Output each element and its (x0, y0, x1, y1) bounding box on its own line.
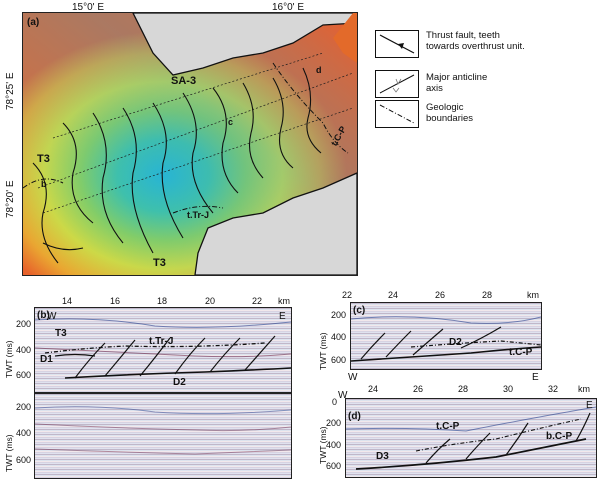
panel-c-interpretation (351, 316, 541, 362)
panel-a-label: (a) (27, 17, 40, 28)
c-ytick-600: 600 (331, 355, 347, 365)
panel-d-interpretation (346, 406, 596, 470)
c-xtick-26: 26 (435, 290, 446, 300)
c-label-tcp: t.C-P (509, 347, 533, 358)
legend-anticline-swatch (375, 70, 419, 98)
c-xtick-22: 22 (342, 290, 353, 300)
map-label-d: d (316, 65, 322, 75)
b-ytick-400: 400 (16, 345, 32, 355)
panel-d-label: (d) (348, 411, 361, 422)
panel-a-map: (a) SA-3 T3 T3 t.Tr-J t.C-P b c d (22, 12, 358, 276)
lon-label-16: 16°0' E (272, 2, 305, 13)
anticline-axis-icon (379, 74, 415, 94)
d-xtick-28: 28 (458, 384, 469, 394)
c-label-d2: D2 (449, 337, 462, 348)
b-y-label-top: TWT (ms) (4, 340, 14, 378)
c-ytick-200: 200 (331, 310, 347, 320)
panel-b-seismic-upper: (b) W E T3 t.Tr-J D1 D2 (34, 307, 292, 393)
panel-d-seismic: (d) t.C-P b.C-P D3 (345, 398, 597, 478)
c-w-label: W (348, 372, 358, 383)
c-x-unit: km (527, 290, 539, 300)
legend-thrust-fault-text: Thrust fault, teeth towards overthrust u… (426, 30, 525, 52)
d-label-d3: D3 (376, 451, 389, 462)
c-y-label: TWT (ms) (318, 332, 328, 370)
b-xtick-16: 16 (110, 296, 121, 306)
b-label-d1: D1 (40, 354, 53, 365)
map-label-c: c (228, 117, 234, 127)
b-lower-ytick-600: 600 (16, 455, 32, 465)
b-label-d2: D2 (173, 377, 186, 388)
lat-label-78-25: 78°25' E (5, 72, 16, 110)
b-x-unit: km (278, 296, 290, 306)
bathymetry-map (23, 13, 357, 275)
b-lower-ytick-200: 200 (16, 402, 32, 412)
d-xtick-24: 24 (368, 384, 379, 394)
legend-boundary-text: Geologic boundaries (426, 102, 474, 124)
panel-b-raw-reflections (35, 406, 291, 455)
d-ytick-0: 0 (332, 397, 338, 407)
legend-thrust-fault-swatch (375, 30, 419, 58)
panel-b-label: (b) (37, 310, 50, 321)
b-label-t3: T3 (55, 328, 67, 339)
b-y-label-bottom: TWT (ms) (4, 434, 14, 472)
b-ytick-600: 600 (16, 370, 32, 380)
d-label-tcp: t.C-P (436, 421, 460, 432)
map-label-sa3: SA-3 (171, 75, 197, 87)
d-label-bcp: b.C-P (546, 431, 573, 442)
panel-b-seismic-lower (34, 393, 292, 479)
b-xtick-18: 18 (157, 296, 168, 306)
b-ytick-200: 200 (16, 319, 32, 329)
legend-anticline-text: Major anticline axis (426, 72, 488, 94)
thrust-fault-icon (379, 34, 415, 54)
b-w-label: W (47, 311, 57, 322)
panel-c-seismic: (c) D2 t.C-P (350, 302, 542, 370)
d-xtick-32: 32 (548, 384, 559, 394)
panel-b-interpretation (35, 318, 291, 379)
c-ytick-400: 400 (331, 332, 347, 342)
d-ytick-400: 400 (326, 440, 342, 450)
b-xtick-20: 20 (205, 296, 216, 306)
map-label-b: b (41, 179, 47, 189)
d-ytick-600: 600 (326, 461, 342, 471)
d-xtick-26: 26 (413, 384, 424, 394)
b-e-label: E (279, 311, 286, 322)
c-xtick-28: 28 (482, 290, 493, 300)
b-xtick-22: 22 (252, 296, 263, 306)
b-xtick-14: 14 (62, 296, 73, 306)
d-x-unit: km (578, 384, 590, 394)
c-e-label: E (532, 372, 539, 383)
lon-label-15: 15°0' E (72, 2, 105, 13)
d-xtick-30: 30 (503, 384, 514, 394)
panel-c-label: (c) (353, 305, 366, 316)
b-lower-ytick-400: 400 (16, 428, 32, 438)
geologic-boundary-icon (379, 104, 415, 124)
lat-label-78-20: 78°20' E (5, 180, 16, 218)
map-label-t3-south: T3 (153, 257, 166, 269)
d-e-label: E (586, 400, 593, 411)
d-ytick-200: 200 (326, 418, 342, 428)
d-w-label: W (338, 390, 348, 401)
map-label-t3-west: T3 (37, 153, 50, 165)
b-label-ttrj: t.Tr-J (149, 336, 174, 347)
map-label-ttrj: t.Tr-J (187, 210, 210, 220)
legend-boundary-swatch (375, 100, 419, 128)
c-xtick-24: 24 (388, 290, 399, 300)
